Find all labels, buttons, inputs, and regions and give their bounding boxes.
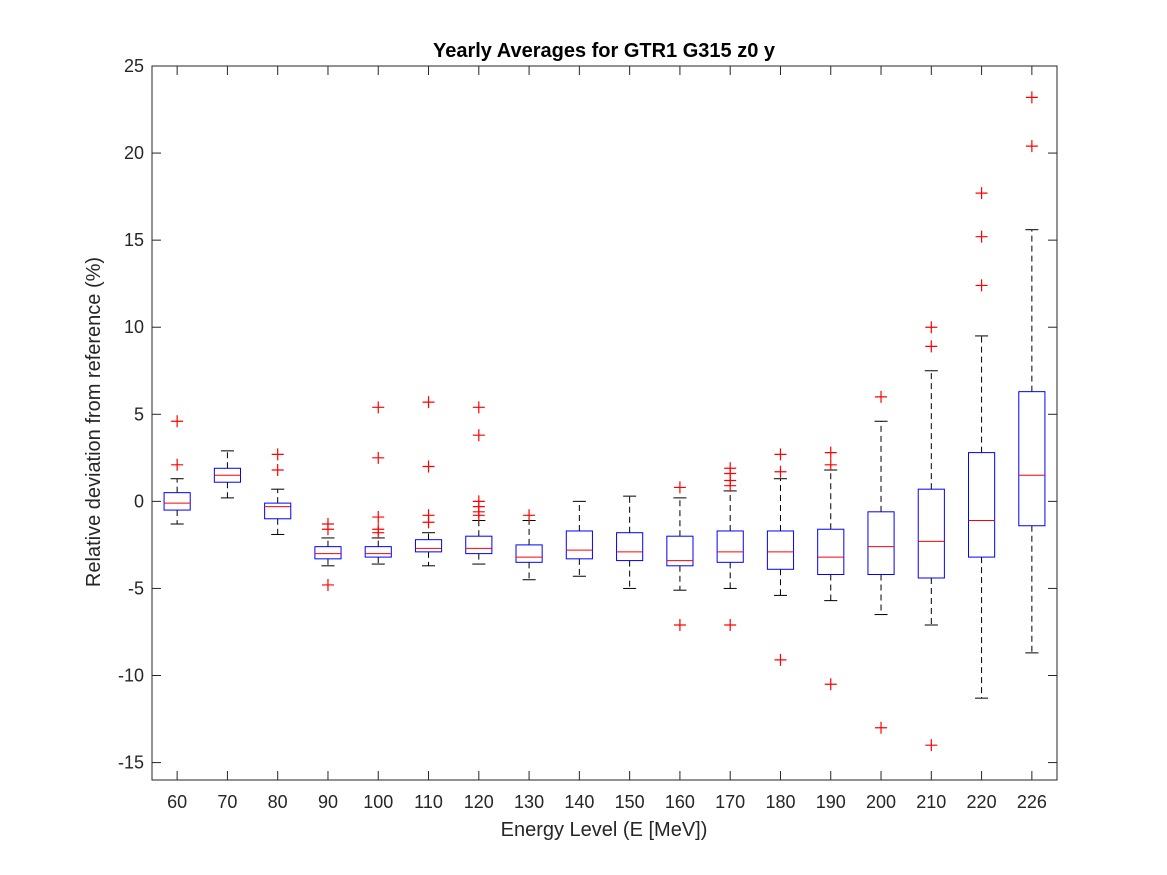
outlier-marker — [875, 390, 888, 403]
outlier-marker — [774, 465, 787, 478]
outlier-marker — [422, 396, 435, 409]
outlier-marker — [1025, 91, 1038, 104]
x-tick-label: 210 — [916, 792, 946, 812]
outlier-marker — [422, 460, 435, 473]
y-tick-label: 15 — [124, 230, 144, 250]
outlier-marker — [975, 187, 988, 200]
box-iqr — [666, 535, 694, 567]
box-iqr — [817, 528, 845, 576]
x-axis-label: Energy Level (E [MeV]) — [501, 819, 708, 841]
x-tick-label: 190 — [816, 792, 846, 812]
outlier-marker — [824, 446, 837, 459]
box-iqr — [364, 546, 392, 558]
outlier-marker — [875, 721, 888, 734]
outlier-marker — [523, 509, 536, 522]
box-iqr — [515, 544, 543, 563]
x-tick-label: 170 — [715, 792, 745, 812]
outlier-marker — [824, 678, 837, 691]
outlier-marker — [171, 415, 184, 428]
outlier-marker — [372, 526, 385, 539]
box-iqr — [314, 546, 342, 560]
outlier-marker — [171, 458, 184, 471]
x-tick-label: 90 — [318, 792, 338, 812]
outlier-marker — [472, 401, 485, 414]
x-tick-label: 150 — [615, 792, 645, 812]
outlier-marker — [824, 458, 837, 471]
outlier-marker — [673, 481, 686, 494]
outlier-marker — [472, 429, 485, 442]
box-iqr — [766, 530, 795, 570]
outlier-marker — [271, 464, 284, 477]
x-tick-label: 120 — [464, 792, 494, 812]
x-tick-label: 200 — [866, 792, 896, 812]
x-tick-label: 160 — [665, 792, 695, 812]
x-tick-label: 140 — [564, 792, 594, 812]
box-iqr — [264, 502, 292, 520]
y-tick-label: 5 — [134, 404, 144, 424]
outlier-marker — [975, 279, 988, 292]
plot-area: -15 -10 -5 0 5 10 15 20 25 60 70 80 90 100 110 120 130 14… — [118, 56, 1058, 812]
box-iqr — [1018, 391, 1046, 527]
box-iqr — [163, 492, 191, 511]
outlier-marker — [925, 340, 938, 353]
box-iqr — [616, 532, 644, 562]
outlier-marker — [673, 619, 686, 632]
y-axis-label: Relative deviation from reference (%) — [83, 257, 105, 587]
x-tick-label: 60 — [167, 792, 187, 812]
outlier-marker — [724, 479, 737, 492]
y-tick-label: 0 — [134, 491, 144, 511]
outlier-marker — [1025, 140, 1038, 153]
outlier-marker — [975, 230, 988, 243]
box-iqr — [465, 535, 493, 555]
x-tick-label: 70 — [217, 792, 237, 812]
outlier-marker — [321, 523, 334, 536]
outlier-marker — [925, 739, 938, 752]
box-iqr — [565, 530, 593, 560]
outlier-marker — [372, 401, 385, 414]
y-tick-label: 20 — [124, 143, 144, 163]
outlier-marker — [925, 321, 938, 334]
outlier-marker — [774, 448, 787, 461]
box-iqr — [917, 488, 945, 579]
y-tick-label: 25 — [124, 56, 144, 76]
box-iqr — [716, 530, 744, 563]
outlier-marker — [271, 448, 284, 461]
outlier-marker — [724, 619, 737, 632]
outlier-marker — [472, 509, 485, 522]
outlier-marker — [321, 578, 334, 591]
x-tick-label: 80 — [268, 792, 288, 812]
outlier-marker — [774, 653, 787, 666]
x-tick-label: 226 — [1017, 792, 1047, 812]
box-iqr — [867, 511, 895, 576]
y-tick-label: -10 — [118, 666, 144, 686]
x-tick-label: 110 — [414, 792, 443, 812]
y-tick-label: -5 — [128, 578, 144, 598]
y-tick-label: -15 — [118, 753, 144, 773]
x-tick-label: 220 — [967, 792, 997, 812]
chart-title: Yearly Averages for GTR1 G315 z0 y — [433, 40, 776, 62]
x-tick-label: 100 — [363, 792, 393, 812]
x-tick-label: 130 — [514, 792, 544, 812]
outlier-marker — [422, 516, 435, 529]
axes-frame — [151, 65, 1058, 781]
box-iqr — [414, 539, 443, 553]
outlier-marker — [372, 451, 385, 464]
y-tick-label: 10 — [124, 317, 144, 337]
outlier-marker — [372, 511, 385, 524]
box-iqr — [968, 452, 996, 558]
x-tick-label: 180 — [765, 792, 795, 812]
